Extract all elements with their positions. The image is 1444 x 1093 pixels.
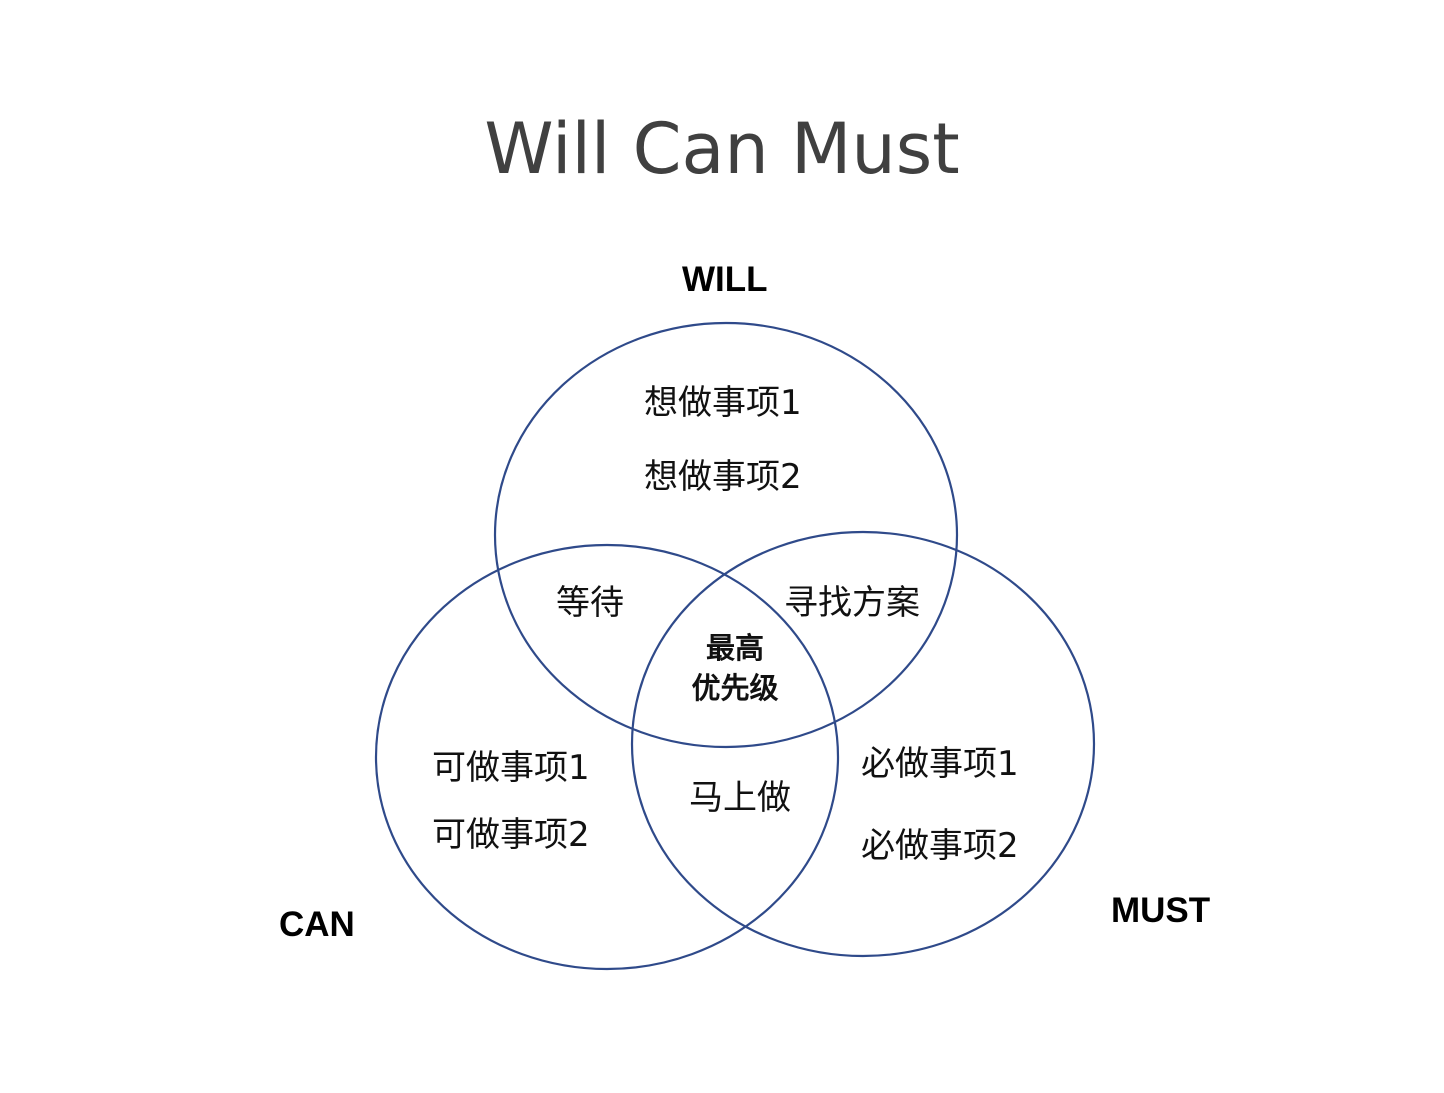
must-set-label: MUST: [1111, 891, 1211, 930]
center-line-2: 优先级: [691, 671, 779, 705]
page-title: Will Can Must: [484, 108, 960, 190]
will-item-2: 想做事项2: [644, 457, 802, 497]
must-circle: [630, 530, 1096, 958]
can-item-1: 可做事项1: [432, 748, 590, 788]
will-circle: [493, 321, 959, 749]
can-circle: [374, 543, 840, 971]
center-line-1: 最高: [705, 631, 764, 665]
can-set-label: CAN: [279, 905, 355, 944]
will-item-1: 想做事项1: [644, 383, 802, 423]
must-item-2: 必做事项2: [861, 826, 1019, 866]
will-must-overlap-label: 寻找方案: [784, 583, 920, 623]
can-item-2: 可做事项2: [432, 815, 590, 855]
must-item-1: 必做事项1: [861, 744, 1019, 784]
can-must-overlap-label: 马上做: [689, 778, 791, 818]
will-set-label: WILL: [682, 260, 768, 299]
will-can-overlap-label: 等待: [556, 583, 624, 623]
center-priority-label: 最高 优先级: [665, 628, 805, 708]
